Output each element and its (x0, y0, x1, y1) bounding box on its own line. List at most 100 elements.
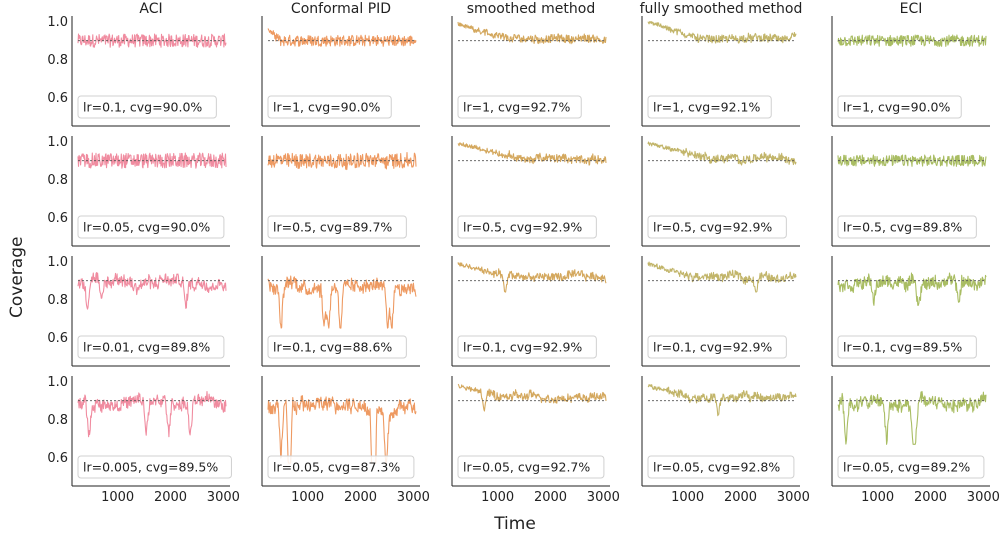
annotation-text-r2-c3: lr=0.5, cvg=92.9% (463, 220, 582, 235)
panel-r2-c1: 0.6 0.8 1.0 lr=0.05, cvg=90.0% (47, 135, 230, 247)
panel-r3-c3: lr=0.1, cvg=92.9% (451, 256, 610, 367)
series-line-r3-c3 (457, 262, 607, 293)
annotation-text-r4-c1: lr=0.005, cvg=89.5% (83, 460, 218, 475)
panel-r2-c5: lr=0.5, cvg=89.8% (831, 136, 990, 247)
annotation-text-r3-c2: lr=0.1, cvg=88.6% (273, 340, 392, 355)
panel-r4-c5: 1000 2000 3000 lr=0.05, cvg=89.2% (831, 376, 1000, 505)
x-tick-label-c2: 1000 (291, 490, 324, 505)
x-tick-label-c3: 1000 (481, 490, 514, 505)
annotation-box-r2-c2 (267, 215, 407, 239)
annotation-box-r4-c5 (837, 455, 985, 479)
annotation-box-r1-c2 (267, 95, 392, 119)
panel-r4-c4: 1000 2000 3000 lr=0.05, cvg=92.8% (641, 376, 810, 505)
panel-r1-c4: fully smoothed method lr=1, cvg=92.1% (640, 1, 803, 127)
annotation-text-r4-c4: lr=0.05, cvg=92.8% (653, 460, 780, 475)
annotation-box-r3-c2 (267, 335, 407, 359)
column-title-4: fully smoothed method (640, 1, 803, 17)
x-tick-label-c4: 2000 (724, 490, 757, 505)
y-tick-label-r4: 0.8 (47, 413, 68, 428)
x-tick-label-c1: 3000 (207, 490, 240, 505)
series-line-r4-c1 (77, 391, 227, 438)
column-title-3: smoothed method (467, 1, 595, 17)
annotation-text-r1-c2: lr=1, cvg=90.0% (273, 100, 380, 115)
y-tick-label-r1: 0.6 (47, 91, 68, 106)
y-tick-label-r3: 0.6 (47, 331, 68, 346)
annotation-text-r1-c3: lr=1, cvg=92.7% (463, 100, 570, 115)
annotation-box-r2-c5 (837, 215, 977, 239)
panel-r2-c2: lr=0.5, cvg=89.7% (261, 136, 420, 247)
annotation-box-r3-c1 (77, 335, 225, 359)
series-line-r4-c5 (837, 390, 987, 445)
panel-r1-c1: 0.6 0.8 1.0 ACI lr=0.1, cvg=90.0% (47, 1, 230, 127)
x-tick-label-c3: 3000 (587, 490, 620, 505)
series-line-r3-c1 (77, 272, 227, 310)
annotation-text-r2-c5: lr=0.5, cvg=89.8% (843, 220, 962, 235)
panel-r3-c1: 0.6 0.8 1.0 lr=0.01, cvg=89.8% (47, 255, 230, 367)
column-title-2: Conformal PID (291, 1, 391, 17)
panel-r1-c5: ECI lr=1, cvg=90.0% (831, 1, 990, 127)
x-tick-label-c2: 2000 (344, 490, 377, 505)
annotation-text-r3-c5: lr=0.1, cvg=89.5% (843, 340, 962, 355)
y-tick-label-r3: 1.0 (47, 255, 68, 270)
y-tick-label-r4: 0.6 (47, 451, 68, 466)
annotation-box-r4-c4 (647, 455, 795, 479)
x-tick-label-c3: 2000 (534, 490, 567, 505)
annotation-text-r2-c2: lr=0.5, cvg=89.7% (273, 220, 392, 235)
x-tick-label-c4: 1000 (671, 490, 704, 505)
x-tick-label-c4: 3000 (777, 490, 810, 505)
series-line-r1-c4 (647, 21, 797, 44)
y-tick-label-r2: 0.6 (47, 211, 68, 226)
series-line-r1-c1 (77, 33, 227, 48)
y-tick-label-r1: 1.0 (47, 15, 68, 30)
x-tick-label-c5: 1000 (861, 490, 894, 505)
panel-r2-c4: lr=0.5, cvg=92.9% (641, 136, 800, 247)
x-tick-label-c1: 2000 (154, 490, 187, 505)
panel-r4-c3: 1000 2000 3000 lr=0.05, cvg=92.7% (451, 376, 620, 505)
x-tick-label-c5: 2000 (914, 490, 947, 505)
panel-r1-c3: smoothed method lr=1, cvg=92.7% (451, 1, 610, 127)
series-line-r4-c2 (267, 395, 417, 464)
annotation-text-r1-c5: lr=1, cvg=90.0% (843, 100, 950, 115)
panel-r2-c3: lr=0.5, cvg=92.9% (451, 136, 610, 247)
series-line-r2-c2 (267, 151, 417, 171)
y-tick-label-r4: 1.0 (47, 375, 68, 390)
panel-r4-c2: 1000 2000 3000 lr=0.05, cvg=87.3% (261, 376, 430, 505)
series-line-r3-c4 (647, 261, 797, 293)
annotation-text-r2-c4: lr=0.5, cvg=92.9% (653, 220, 772, 235)
annotation-box-r3-c4 (647, 335, 787, 359)
annotation-box-r1-c3 (457, 95, 582, 119)
x-tick-label-c2: 3000 (397, 490, 430, 505)
x-tick-label-c5: 3000 (967, 490, 1000, 505)
y-tick-label-r2: 0.8 (47, 173, 68, 188)
series-line-r2-c4 (647, 141, 797, 166)
y-axis-label: Coverage (7, 236, 27, 318)
series-line-r3-c5 (837, 272, 987, 306)
series-line-r4-c4 (647, 383, 797, 417)
panel-r3-c2: lr=0.1, cvg=88.6% (261, 256, 420, 367)
column-title-1: ACI (139, 1, 162, 17)
annotation-box-r4-c1 (77, 455, 232, 479)
series-line-r2-c5 (837, 154, 987, 167)
series-line-r3-c2 (267, 275, 417, 329)
annotation-text-r1-c4: lr=1, cvg=92.1% (653, 100, 760, 115)
panel-r1-c2: Conformal PID lr=1, cvg=90.0% (261, 1, 420, 127)
annotation-box-r4-c3 (457, 455, 605, 479)
annotation-box-r1-c5 (837, 95, 962, 119)
annotation-text-r2-c1: lr=0.05, cvg=90.0% (83, 220, 210, 235)
annotation-box-r2-c1 (77, 215, 225, 239)
panel-r4-c1: 0.6 0.8 1.0 1000 2000 3000 lr=0.005, cvg=89.5% (47, 375, 240, 505)
x-axis-label: Time (494, 514, 536, 534)
series-line-r2-c1 (77, 152, 227, 169)
series-line-r1-c3 (457, 21, 607, 45)
annotation-text-r3-c4: lr=0.1, cvg=92.9% (653, 340, 772, 355)
series-line-r1-c2 (267, 28, 417, 47)
annotation-box-r1-c1 (77, 95, 217, 119)
annotation-box-r4-c2 (267, 455, 415, 479)
annotation-box-r1-c4 (647, 95, 772, 119)
y-tick-label-r2: 1.0 (47, 135, 68, 150)
annotation-text-r3-c3: lr=0.1, cvg=92.9% (463, 340, 582, 355)
panel-r3-c4: lr=0.1, cvg=92.9% (641, 256, 800, 367)
annotation-box-r3-c3 (457, 335, 597, 359)
